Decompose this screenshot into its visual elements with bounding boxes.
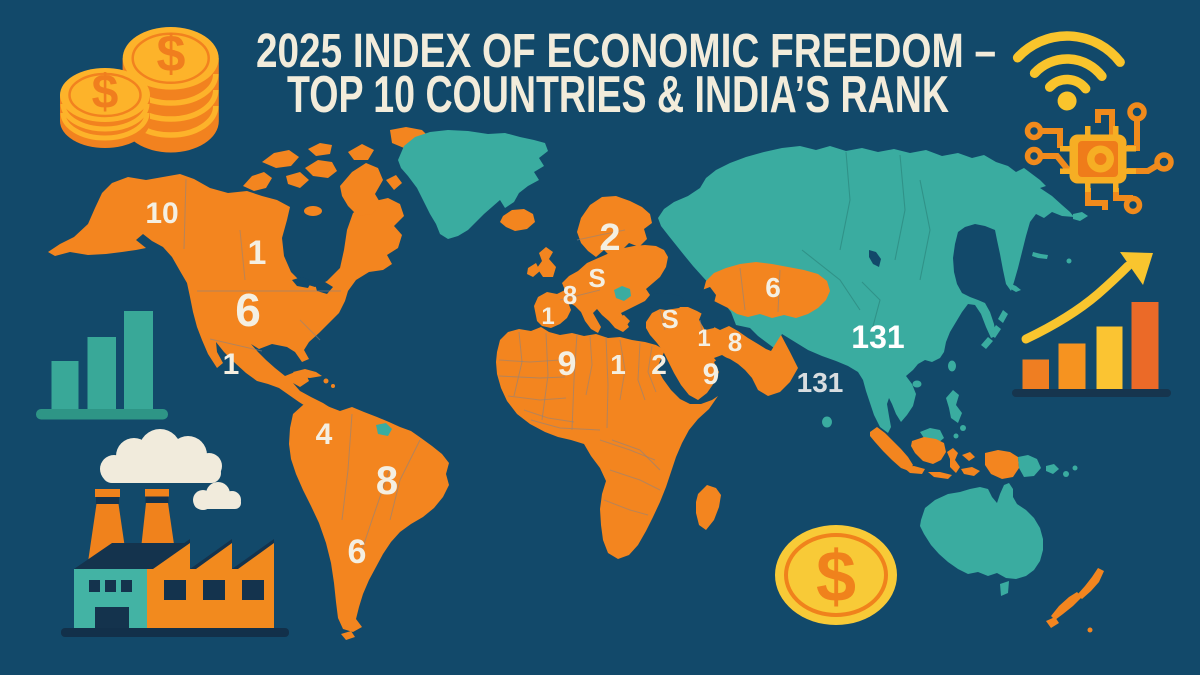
svg-text:4: 4 xyxy=(316,418,333,451)
svg-text:2: 2 xyxy=(599,217,620,259)
svg-text:2: 2 xyxy=(651,349,667,380)
svg-text:8: 8 xyxy=(563,280,577,310)
svg-text:1: 1 xyxy=(541,303,554,330)
svg-text:S: S xyxy=(588,263,605,293)
svg-text:9: 9 xyxy=(703,358,720,391)
svg-text:1: 1 xyxy=(697,325,710,352)
svg-text:TOP 10 COUNTRIES & INDIA’S RAN: TOP 10 COUNTRIES & INDIA’S RANK xyxy=(287,66,949,124)
svg-text:10: 10 xyxy=(145,197,178,230)
svg-text:6: 6 xyxy=(348,533,367,571)
svg-text:9: 9 xyxy=(558,345,577,383)
svg-text:131: 131 xyxy=(797,367,844,398)
svg-text:1: 1 xyxy=(248,234,267,272)
svg-text:1: 1 xyxy=(223,348,240,381)
svg-text:2025 INDEX OF ECONOMIC FREEDOM: 2025 INDEX OF ECONOMIC FREEDOM – xyxy=(256,25,996,78)
svg-text:6: 6 xyxy=(235,284,261,336)
svg-text:$: $ xyxy=(816,537,856,617)
svg-text:8: 8 xyxy=(376,459,398,503)
svg-text:S: S xyxy=(661,304,678,334)
svg-text:8: 8 xyxy=(728,327,742,357)
svg-text:$: $ xyxy=(157,25,186,83)
svg-text:1: 1 xyxy=(610,349,626,380)
svg-text:6: 6 xyxy=(765,272,781,303)
svg-text:$: $ xyxy=(92,66,119,119)
svg-text:131: 131 xyxy=(851,319,904,355)
